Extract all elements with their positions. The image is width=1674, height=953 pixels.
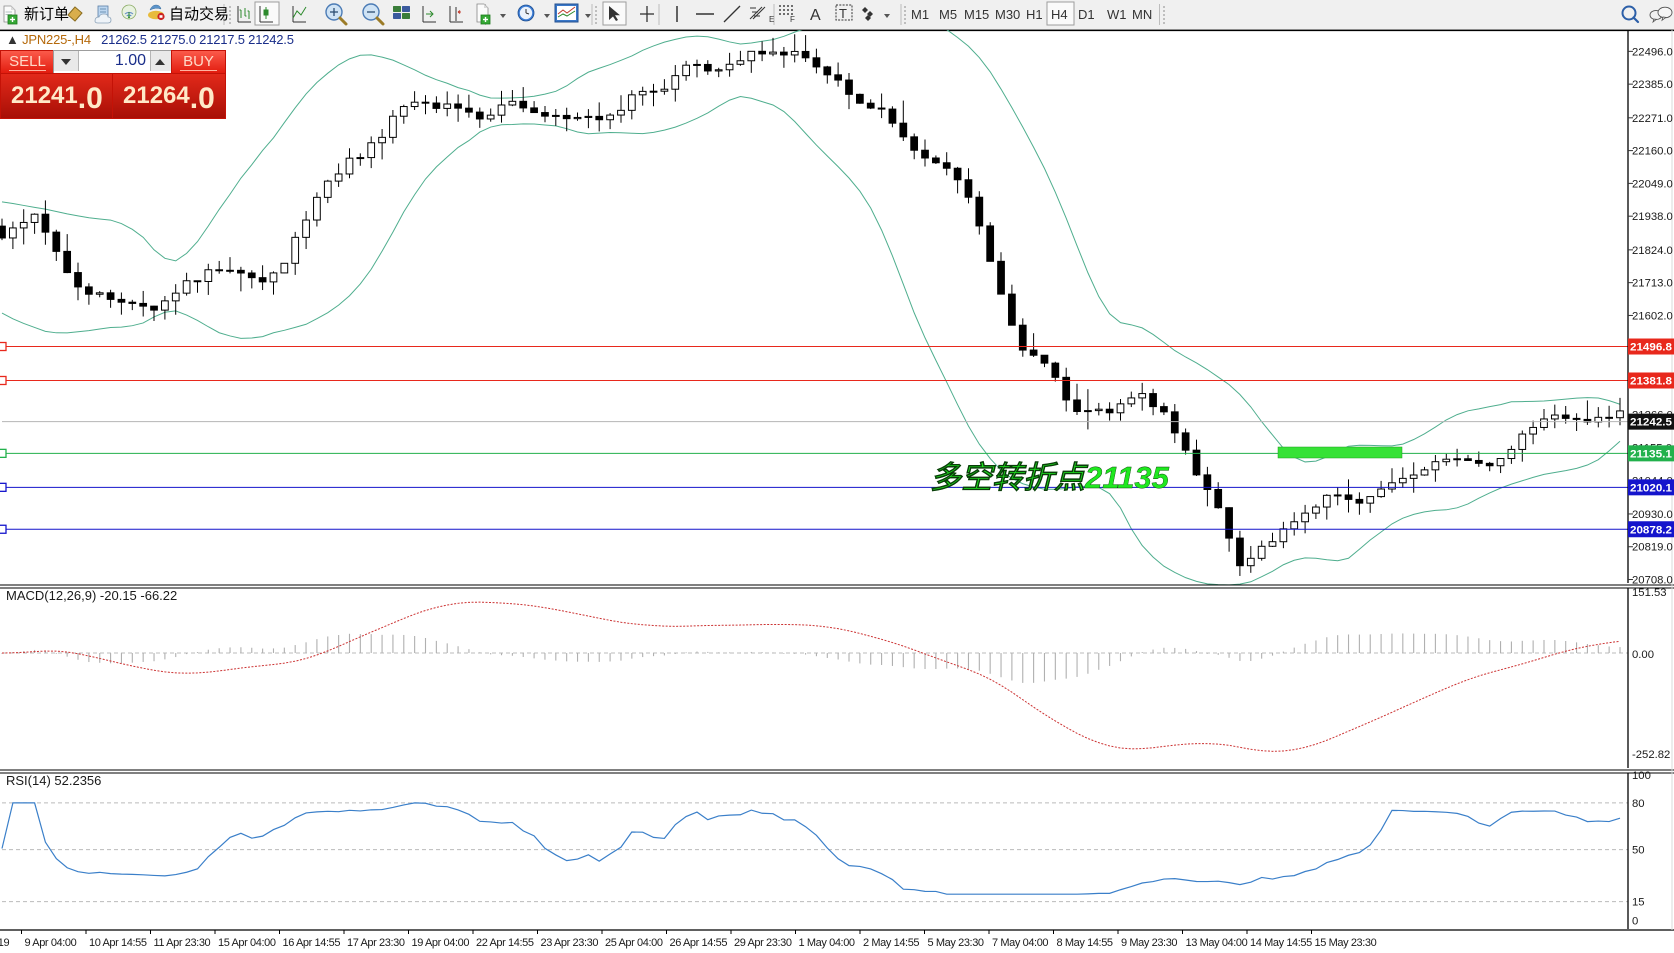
svg-text:F: F [790, 15, 795, 24]
svg-text:7 May 04:00: 7 May 04:00 [992, 937, 1048, 949]
svg-text:M1: M1 [911, 7, 929, 22]
svg-text:26 Apr 14:55: 26 Apr 14:55 [670, 937, 728, 949]
svg-text:22160.0: 22160.0 [1632, 146, 1673, 158]
svg-text:W1: W1 [1107, 7, 1127, 22]
svg-text:21938.0: 21938.0 [1632, 211, 1673, 223]
svg-text:20930.0: 20930.0 [1632, 509, 1673, 521]
svg-text:21713.0: 21713.0 [1632, 278, 1673, 290]
svg-text:新订单: 新订单 [24, 6, 69, 23]
svg-text:A: A [810, 7, 821, 24]
svg-text:21496.8: 21496.8 [1630, 342, 1672, 354]
svg-text:151.53: 151.53 [1632, 587, 1667, 599]
svg-text:15 Apr 04:00: 15 Apr 04:00 [218, 937, 276, 949]
svg-text:16 Apr 14:55: 16 Apr 14:55 [283, 937, 341, 949]
svg-text:29 Apr 23:30: 29 Apr 23:30 [734, 937, 792, 949]
svg-text:25 Apr 04:00: 25 Apr 04:00 [605, 937, 663, 949]
svg-text:21602.0: 21602.0 [1632, 310, 1673, 322]
svg-text:-252.82: -252.82 [1632, 749, 1670, 761]
svg-text:22496.0: 22496.0 [1632, 46, 1673, 58]
svg-text:9 May 23:30: 9 May 23:30 [1121, 937, 1177, 949]
svg-text:9 Apr 04:00: 9 Apr 04:00 [25, 937, 77, 949]
svg-text:0.00: 0.00 [1632, 649, 1654, 661]
svg-text:21242.5: 21242.5 [1630, 417, 1672, 429]
svg-text:10 Apr 14:55: 10 Apr 14:55 [89, 937, 147, 949]
svg-text:21824.0: 21824.0 [1632, 245, 1673, 257]
svg-text:14 May 14:55: 14 May 14:55 [1250, 937, 1312, 949]
svg-text:H4: H4 [1051, 7, 1068, 22]
svg-text:15 May 23:30: 15 May 23:30 [1315, 937, 1377, 949]
svg-text:21381.8: 21381.8 [1630, 375, 1672, 387]
svg-text:8 May 14:55: 8 May 14:55 [1057, 937, 1113, 949]
svg-text:21135.1: 21135.1 [1630, 448, 1672, 460]
svg-text:H1: H1 [1026, 7, 1043, 22]
svg-text:2 May 14:55: 2 May 14:55 [863, 937, 919, 949]
svg-text:21020.1: 21020.1 [1630, 482, 1672, 494]
svg-text:80: 80 [1632, 798, 1645, 810]
svg-text:100: 100 [1632, 770, 1651, 782]
svg-text:22385.0: 22385.0 [1632, 79, 1673, 91]
svg-text:22049.0: 22049.0 [1632, 178, 1673, 190]
svg-text:22271.0: 22271.0 [1632, 113, 1673, 125]
svg-text:20819.0: 20819.0 [1632, 542, 1673, 554]
svg-text:23 Apr 23:30: 23 Apr 23:30 [541, 937, 599, 949]
svg-text:1 May 04:00: 1 May 04:00 [799, 937, 855, 949]
svg-text:M5: M5 [939, 7, 957, 22]
svg-text:15: 15 [1632, 897, 1645, 909]
svg-text:D1: D1 [1078, 7, 1095, 22]
svg-text:11 Apr 23:30: 11 Apr 23:30 [154, 937, 211, 949]
svg-text:MACD(12,26,9) -20.15 -66.22: MACD(12,26,9) -20.15 -66.22 [6, 588, 177, 603]
svg-text:RSI(14) 52.2356: RSI(14) 52.2356 [6, 773, 101, 788]
svg-text:13 May 04:00: 13 May 04:00 [1186, 937, 1248, 949]
svg-text:20708.0: 20708.0 [1632, 575, 1673, 587]
svg-text:5 May 23:30: 5 May 23:30 [928, 937, 984, 949]
svg-text:M15: M15 [964, 7, 989, 22]
svg-text:多空转折点21135: 多空转折点21135 [930, 460, 1170, 495]
svg-text:MN: MN [1132, 7, 1152, 22]
svg-text:T: T [839, 6, 847, 21]
svg-text:M30: M30 [995, 7, 1020, 22]
svg-text:7 Apr 2019: 7 Apr 2019 [0, 937, 9, 949]
svg-text:17 Apr 23:30: 17 Apr 23:30 [347, 937, 405, 949]
svg-text:20878.2: 20878.2 [1630, 524, 1672, 536]
svg-text:0: 0 [1632, 916, 1638, 928]
svg-text:自动交易: 自动交易 [169, 5, 229, 23]
svg-text:19 Apr 04:00: 19 Apr 04:00 [412, 937, 470, 949]
svg-text:E: E [769, 15, 774, 24]
svg-text:50: 50 [1632, 845, 1645, 857]
svg-text:22 Apr 14:55: 22 Apr 14:55 [476, 937, 534, 949]
